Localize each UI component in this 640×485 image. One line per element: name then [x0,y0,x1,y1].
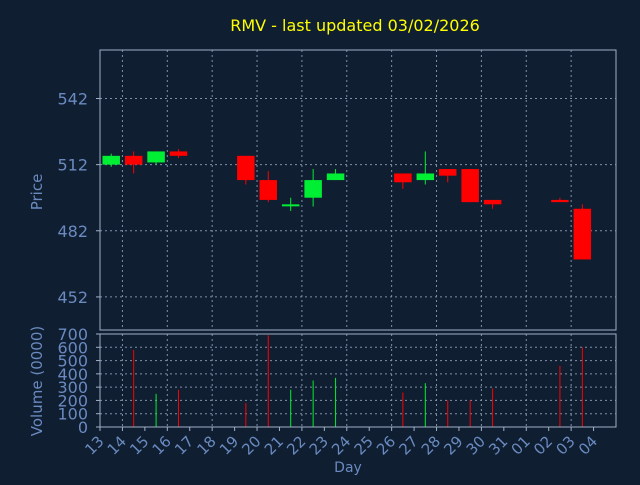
candle-body [147,151,165,163]
candle-body [394,173,412,183]
candle-28 [438,169,457,183]
candle-19 [237,155,255,185]
candle-14 [124,151,143,174]
candle-15 [147,151,165,165]
volume-tick-label: 0 [78,418,88,437]
candle-body [259,180,278,200]
volume-tick-label: 100 [57,405,88,424]
candle-body [551,199,569,203]
candle-30 [483,199,502,209]
candle-body [124,155,143,165]
candle-body [281,204,300,207]
price-tick-label: 452 [57,288,88,307]
volume-grid [100,334,616,427]
candle-27 [416,151,435,185]
x-tick-label: 04 [575,432,601,458]
candle-body [461,169,479,203]
candle-13 [102,153,120,167]
candle-22 [304,169,322,207]
candle-02 [551,197,569,203]
volume-tick-label: 500 [57,352,88,371]
price-tick-label: 512 [57,156,88,175]
price-tick-label: 482 [57,222,88,241]
candle-body [438,169,457,176]
candle-body [483,199,502,205]
volume-tick-label: 200 [57,391,88,410]
volume-tick-label: 400 [57,365,88,384]
candle-29 [461,169,479,203]
price-grid [100,50,616,330]
candle-body [304,180,322,198]
volume-tick-label: 300 [57,378,88,397]
x-tick-labels: 1314151617181920212223242526272829303101… [81,427,601,459]
candles-layer [102,149,592,260]
price-tick-label: 542 [57,90,88,109]
price-axis-label: Price [28,174,46,211]
price-panel-frame [99,49,617,331]
candle-21 [281,197,300,211]
candle-body [169,151,188,156]
x-axis-label: Day [334,460,362,476]
volume-panel-frame [99,333,617,428]
candle-23 [326,169,345,181]
chart-title: RMV - last updated 03/02/2026 [230,16,480,35]
candle-body [573,208,592,260]
volume-tick-label: 600 [57,338,88,357]
price-tick-labels: 452 482 512 542 [57,90,100,307]
candle-body [237,155,255,181]
volume-tick-label: 700 [57,325,88,344]
volume-axis-label: Volume (0000) [28,326,46,436]
candle-20 [259,171,278,203]
candle-body [416,173,435,181]
candle-16 [169,149,188,159]
candle-body [102,155,120,165]
candle-03 [573,204,592,260]
volume-layer [133,335,583,427]
candle-body [326,173,345,181]
candle-26 [394,173,412,189]
panel-frames [99,49,617,428]
